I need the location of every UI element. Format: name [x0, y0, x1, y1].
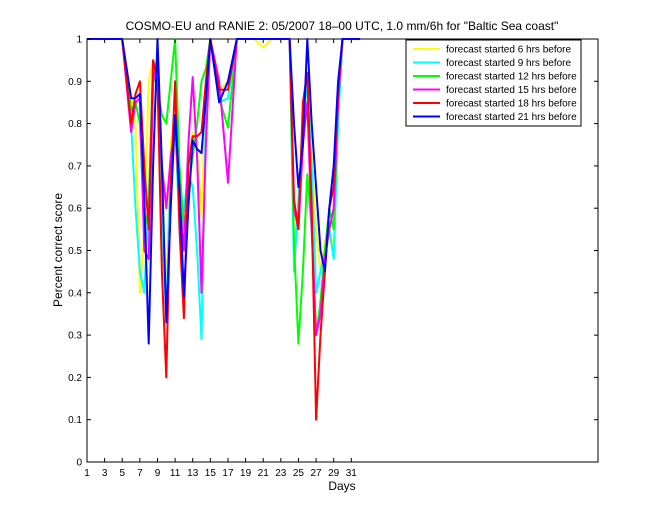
x-tick-label: 19: [240, 468, 252, 479]
y-tick-label: 0.3: [68, 331, 82, 342]
legend-label: forecast started 15 hrs before: [446, 85, 577, 96]
x-tick-label: 27: [311, 468, 323, 479]
x-tick-label: 5: [119, 468, 125, 479]
legend-label: forecast started 21 hrs before: [446, 112, 577, 123]
y-tick-label: 0.9: [68, 77, 82, 88]
x-tick-label: 21: [258, 468, 270, 479]
y-tick-label: 0.7: [68, 161, 82, 172]
x-tick-label: 25: [293, 468, 305, 479]
legend-label: forecast started 9 hrs before: [446, 58, 572, 69]
y-tick-label: 0.4: [68, 288, 82, 299]
x-axis-label: Days: [328, 479, 355, 493]
x-tick-label: 15: [205, 468, 217, 479]
y-tick-label: 0.8: [68, 119, 82, 130]
x-tick-label: 17: [222, 468, 234, 479]
y-tick-label: 1: [76, 35, 82, 46]
legend-label: forecast started 18 hrs before: [446, 99, 577, 110]
x-tick-label: 23: [275, 468, 287, 479]
x-tick-label: 3: [102, 468, 108, 479]
y-tick-label: 0.6: [68, 204, 82, 215]
x-tick-label: 1: [84, 468, 90, 479]
legend-entries: forecast started 6 hrs before forecast st…: [413, 45, 577, 123]
x-tick-label: 13: [187, 468, 199, 479]
y-axis-label: Percent correct score: [51, 193, 65, 307]
legend-label: forecast started 12 hrs before: [446, 72, 577, 83]
x-tick-label: 7: [137, 468, 143, 479]
x-tick-label: 31: [346, 468, 358, 479]
y-tick-label: 0: [76, 458, 82, 469]
legend-label: forecast started 6 hrs before: [446, 45, 572, 56]
y-axis-ticks: 0 0.1 0.2 0.3 0.4 0.5 0.6 0.7 0.8 0.9 1: [68, 35, 598, 469]
legend: forecast started 6 hrs before forecast st…: [405, 39, 582, 127]
y-tick-label: 0.5: [68, 246, 82, 257]
y-tick-label: 0.1: [68, 415, 82, 426]
legend-box: [405, 39, 582, 127]
x-tick-label: 11: [170, 468, 181, 479]
y-tick-label: 0.2: [68, 373, 82, 384]
x-axis-ticks: 1 3 5 7 9 11 13 15 17 19 21 23 25 27 29 31: [84, 39, 357, 479]
x-tick-label: 9: [155, 468, 161, 479]
chart-title: COSMO-EU and RANIE 2: 05/2007 18–00 UTC,…: [126, 19, 559, 33]
x-tick-label: 29: [328, 468, 340, 479]
